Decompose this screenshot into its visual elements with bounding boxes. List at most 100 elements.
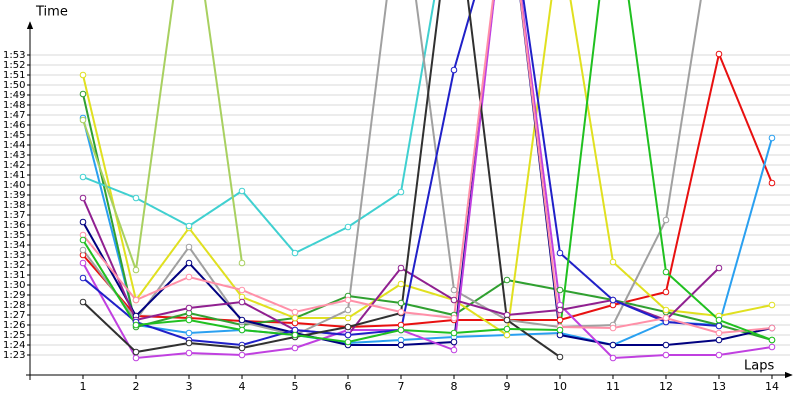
x-tick-label: 8 xyxy=(450,380,457,393)
y-tick-label: 1:28 xyxy=(3,300,25,311)
point xyxy=(344,296,352,304)
series-line xyxy=(82,93,773,341)
point xyxy=(185,222,193,230)
series-line xyxy=(82,0,773,360)
x-tick-label: 14 xyxy=(765,380,779,393)
point xyxy=(344,323,352,331)
x-tick-label: 4 xyxy=(238,380,245,393)
y-tick-label: 1:34 xyxy=(3,240,25,251)
y-tick-label: 1:44 xyxy=(3,140,25,151)
point xyxy=(768,179,776,187)
point xyxy=(397,326,405,334)
point xyxy=(662,314,670,322)
series-line xyxy=(82,0,773,346)
series-line xyxy=(82,50,773,329)
point xyxy=(450,296,458,304)
x-tick-label: 2 xyxy=(132,380,139,393)
x-tick-label: 1 xyxy=(79,380,86,393)
series-line xyxy=(82,0,773,337)
point xyxy=(344,223,352,231)
point xyxy=(291,249,299,257)
point xyxy=(238,286,246,294)
point xyxy=(397,280,405,288)
point xyxy=(79,246,87,254)
point xyxy=(291,308,299,316)
y-tick-label: 1:43 xyxy=(3,150,25,161)
point xyxy=(662,268,670,276)
y-tick-label: 1:35 xyxy=(3,230,25,241)
point xyxy=(662,341,670,349)
point xyxy=(397,308,405,316)
point xyxy=(344,306,352,314)
point xyxy=(662,351,670,359)
point xyxy=(79,173,87,181)
point xyxy=(450,346,458,354)
point xyxy=(238,344,246,352)
point xyxy=(79,274,87,282)
x-tick-label: 11 xyxy=(606,380,620,393)
y-tick-label: 1:41 xyxy=(3,170,25,181)
point xyxy=(79,90,87,98)
point xyxy=(450,66,458,74)
series-line xyxy=(82,0,773,344)
point xyxy=(79,194,87,202)
y-tick-label: 1:33 xyxy=(3,250,25,261)
point xyxy=(79,236,87,244)
point xyxy=(609,354,617,362)
point xyxy=(397,264,405,272)
point xyxy=(132,194,140,202)
series-line xyxy=(82,0,720,347)
point xyxy=(450,314,458,322)
series-line xyxy=(82,117,773,347)
point xyxy=(609,258,617,266)
y-tick-label: 1:50 xyxy=(3,80,25,91)
point xyxy=(185,349,193,357)
y-tick-label: 1:49 xyxy=(3,90,25,101)
series-line xyxy=(82,0,773,335)
point xyxy=(238,316,246,324)
point xyxy=(185,316,193,324)
point xyxy=(344,314,352,322)
point xyxy=(291,314,299,322)
point xyxy=(185,329,193,337)
y-tick-label: 1:37 xyxy=(3,210,25,221)
y-tick-label: 1:31 xyxy=(3,270,25,281)
point xyxy=(344,338,352,346)
point xyxy=(715,50,723,58)
point xyxy=(397,188,405,196)
y-tick-label: 1:42 xyxy=(3,160,25,171)
x-tick-label: 5 xyxy=(291,380,298,393)
point xyxy=(556,306,564,314)
point xyxy=(715,329,723,337)
x-tick-label: 10 xyxy=(553,380,567,393)
point xyxy=(79,218,87,226)
point xyxy=(185,339,193,347)
point xyxy=(715,322,723,330)
point xyxy=(79,71,87,79)
point xyxy=(556,326,564,334)
point xyxy=(397,299,405,307)
point xyxy=(556,316,564,324)
point xyxy=(556,249,564,257)
y-tick-label: 1:26 xyxy=(3,320,25,331)
point xyxy=(556,353,564,361)
y-tick-label: 1:30 xyxy=(3,280,25,291)
point xyxy=(450,286,458,294)
point xyxy=(556,286,564,294)
point xyxy=(662,306,670,314)
x-axis-title: Laps xyxy=(744,359,774,374)
point xyxy=(450,338,458,346)
point xyxy=(503,325,511,333)
point xyxy=(79,259,87,267)
y-tick-label: 1:29 xyxy=(3,290,25,301)
y-tick-label: 1:47 xyxy=(3,110,25,121)
point xyxy=(185,243,193,251)
x-tick-label: 6 xyxy=(344,380,351,393)
point xyxy=(768,343,776,351)
y-tick-label: 1:25 xyxy=(3,330,25,341)
y-tick-label: 1:27 xyxy=(3,310,25,321)
point xyxy=(609,324,617,332)
y-tick-label: 1:52 xyxy=(3,60,25,71)
